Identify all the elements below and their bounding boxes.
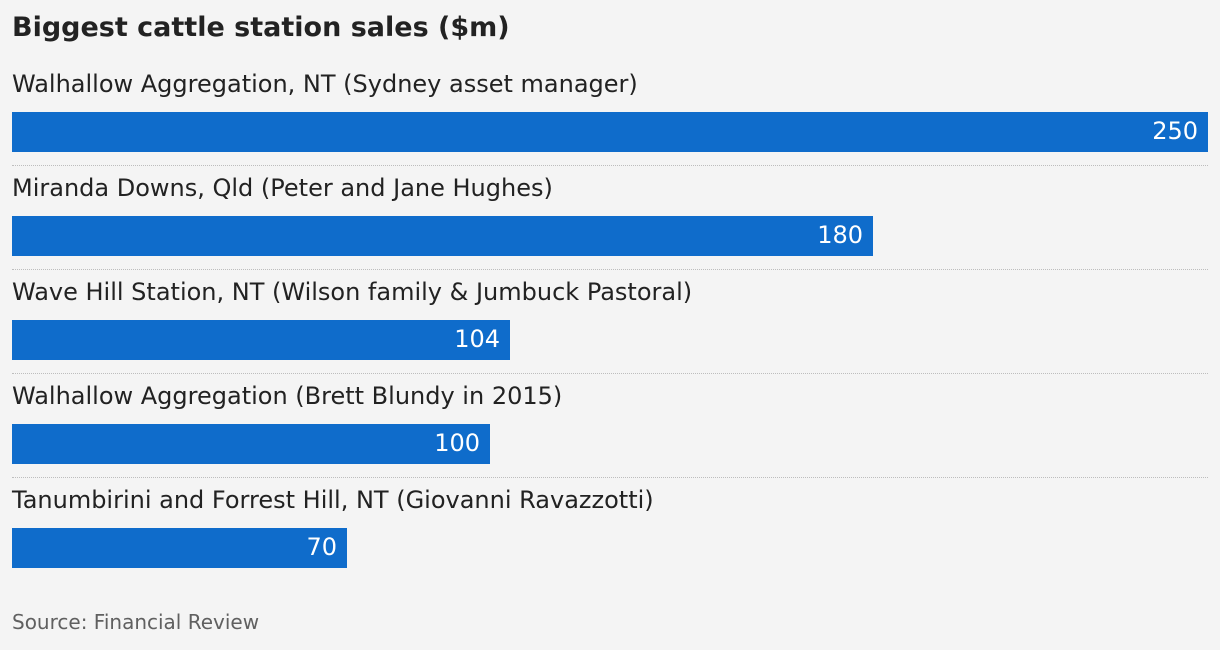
bar: 100 (12, 424, 490, 464)
bar-row: Wave Hill Station, NT (Wilson family & J… (0, 270, 1220, 374)
bar-value-label: 104 (454, 325, 500, 353)
bar-row: Miranda Downs, Qld (Peter and Jane Hughe… (0, 166, 1220, 270)
bar-value-label: 250 (1152, 117, 1198, 145)
bar-category-label: Wave Hill Station, NT (Wilson family & J… (12, 278, 693, 306)
row-divider (12, 165, 1208, 166)
chart-title: Biggest cattle station sales ($m) (12, 12, 510, 43)
row-divider (12, 373, 1208, 374)
bar-value-label: 70 (306, 533, 337, 561)
bar: 250 (12, 112, 1208, 152)
bar-category-label: Miranda Downs, Qld (Peter and Jane Hughe… (12, 174, 553, 202)
bar-value-label: 100 (434, 429, 480, 457)
bar-category-label: Tanumbirini and Forrest Hill, NT (Giovan… (12, 486, 654, 514)
bar: 104 (12, 320, 510, 360)
row-divider (12, 269, 1208, 270)
bar-row: Walhallow Aggregation, NT (Sydney asset … (0, 62, 1220, 166)
bar-category-label: Walhallow Aggregation (Brett Blundy in 2… (12, 382, 563, 410)
bar-chart: Walhallow Aggregation, NT (Sydney asset … (0, 62, 1220, 582)
row-divider (12, 477, 1208, 478)
bar: 180 (12, 216, 873, 256)
bar-row: Tanumbirini and Forrest Hill, NT (Giovan… (0, 478, 1220, 582)
source-note: Source: Financial Review (12, 610, 260, 634)
bar-category-label: Walhallow Aggregation, NT (Sydney asset … (12, 70, 638, 98)
bar: 70 (12, 528, 347, 568)
bar-value-label: 180 (817, 221, 863, 249)
bar-row: Walhallow Aggregation (Brett Blundy in 2… (0, 374, 1220, 478)
